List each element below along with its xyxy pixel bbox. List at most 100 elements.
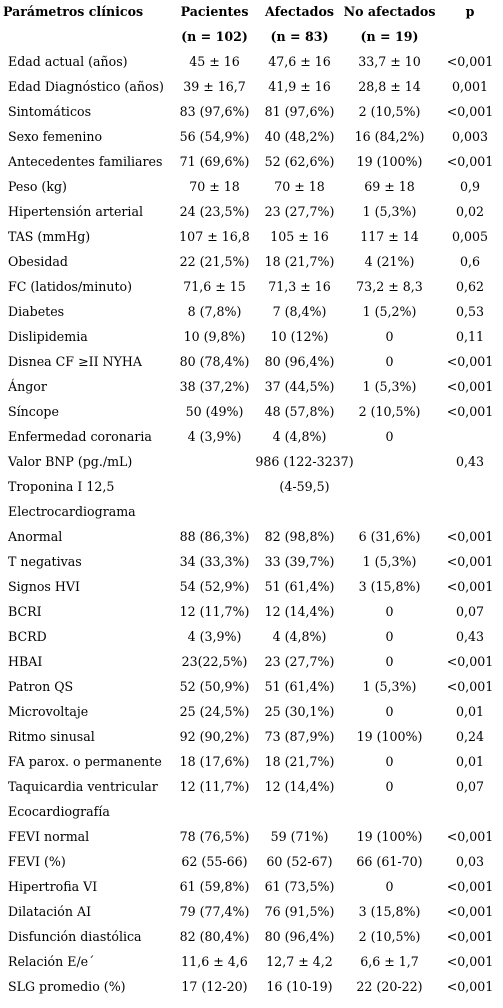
- cell-p-value: 0,62: [455, 279, 485, 294]
- cell-affected: 10 (12%): [270, 329, 329, 344]
- cell-param: T negativas: [8, 554, 82, 569]
- table-row: Dilatación AI 79 (77,4%) 76 (91,5%) 3 (15,8…: [0, 899, 503, 924]
- table-row: Disfunción diastólica 82 (80,4%) 80 (96,4%…: [0, 924, 503, 949]
- cell-affected: 16 (10-19): [266, 979, 333, 994]
- cell-patients: 52 (50,9%): [179, 679, 250, 694]
- cell-patients: 39 ± 16,7: [183, 79, 246, 94]
- cell-param: Hipertensión arterial: [8, 204, 143, 219]
- cell-p-value: 0,003: [451, 129, 489, 144]
- cell-unaffected: 3 (15,8%): [358, 904, 421, 919]
- cell-p-value: 0,02: [455, 204, 485, 219]
- cell-p-value: 0,43: [455, 629, 485, 644]
- cell-affected: 73 (87,9%): [264, 729, 335, 744]
- cell-affected: 81 (97,6%): [264, 104, 335, 119]
- cell-p-value: <0,001: [446, 929, 494, 944]
- table-row: Antecedentes familiares 71 (69,6%) 52 (62,…: [0, 149, 503, 174]
- cell-patients: 92 (90,2%): [179, 729, 250, 744]
- cell-patients: 34 (33,3%): [179, 554, 250, 569]
- cell-affected: 59 (71%): [270, 829, 329, 844]
- cell-combined-value: (4-59,5): [279, 479, 330, 494]
- cell-affected: 40 (48,2%): [264, 129, 335, 144]
- table-body: Edad actual (años) 45 ± 16 47,6 ± 16 33,7 ±…: [0, 49, 503, 999]
- cell-unaffected: 3 (15,8%): [358, 579, 421, 594]
- cell-p-value: 0,07: [455, 604, 485, 619]
- cell-affected: 18 (21,7%): [264, 254, 335, 269]
- cell-p-value: 0,9: [459, 179, 481, 194]
- cell-unaffected: 0: [385, 754, 394, 769]
- header-row-counts: (n = 102) (n = 83) (n = 19): [0, 23, 503, 49]
- cell-param: Signos HVI: [8, 579, 80, 594]
- cell-param: Dilatación AI: [8, 904, 92, 919]
- cell-combined-value: 986 (122-3237): [255, 454, 354, 469]
- table-row: Edad actual (años) 45 ± 16 47,6 ± 16 33,7 ±…: [0, 49, 503, 74]
- cell-param: SLG promedio (%): [8, 979, 126, 994]
- cell-param: Síncope: [8, 404, 59, 419]
- table-row: Obesidad 22 (21,5%) 18 (21,7%) 4 (21%) 0,6: [0, 249, 503, 274]
- cell-affected: 7 (8,4%): [272, 304, 327, 319]
- cell-param: Ángor: [8, 379, 47, 394]
- table-row: Ritmo sinusal 92 (90,2%) 73 (87,9%) 19 (100…: [0, 724, 503, 749]
- cell-unaffected: 28,8 ± 14: [358, 79, 421, 94]
- cell-param: Disnea CF ≥II NYHA: [8, 354, 142, 369]
- table-row: BCRI 12 (11,7%) 12 (14,4%) 0 0,07: [0, 599, 503, 624]
- cell-unaffected: 19 (100%): [356, 154, 423, 169]
- cell-unaffected: 1 (5,3%): [362, 379, 417, 394]
- table-row: Hipertrofia VI 61 (59,8%) 61 (73,5%) 0 <0,00…: [0, 874, 503, 899]
- cell-patients: 71 (69,6%): [179, 154, 250, 169]
- cell-affected: 51 (61,4%): [264, 579, 335, 594]
- cell-p-value: <0,001: [446, 529, 494, 544]
- cell-unaffected: 1 (5,3%): [362, 679, 417, 694]
- table-row: TAS (mmHg) 107 ± 16,8 105 ± 16 117 ± 14 0,00…: [0, 224, 503, 249]
- cell-unaffected: 0: [385, 654, 394, 669]
- section-header-row: Electrocardiograma: [0, 499, 503, 524]
- section-title: Electrocardiograma: [8, 504, 136, 519]
- cell-patients: 22 (21,5%): [179, 254, 250, 269]
- cell-affected: 41,9 ± 16: [268, 79, 331, 94]
- header-empty: [0, 23, 172, 49]
- cell-p-value: <0,001: [446, 879, 494, 894]
- cell-patients: 4 (3,9%): [187, 629, 242, 644]
- cell-param: FEVI normal: [8, 829, 90, 844]
- cell-affected: 23 (27,7%): [264, 654, 335, 669]
- header-patients: Pacientes: [180, 4, 249, 19]
- table-row: Ángor 38 (37,2%) 37 (44,5%) 1 (5,3%) <0,001: [0, 374, 503, 399]
- cell-patients: 107 ± 16,8: [179, 229, 250, 244]
- cell-p-value: [437, 424, 503, 449]
- cell-patients: 83 (97,6%): [179, 104, 250, 119]
- cell-unaffected: 16 (84,2%): [354, 129, 425, 144]
- cell-param: Taquicardia ventricular: [8, 779, 158, 794]
- cell-patients: 79 (77,4%): [179, 904, 250, 919]
- cell-p-value: <0,001: [446, 104, 494, 119]
- cell-p-value: 0,11: [455, 329, 485, 344]
- cell-affected: 12 (14,4%): [264, 604, 335, 619]
- table-row: Diabetes 8 (7,8%) 7 (8,4%) 1 (5,2%) 0,53: [0, 299, 503, 324]
- cell-affected: 47,6 ± 16: [268, 54, 331, 69]
- table-row: SLG promedio (%) 17 (12-20) 16 (10-19) 22 (…: [0, 974, 503, 999]
- cell-p-value: 0,07: [455, 779, 485, 794]
- cell-patients: 24 (23,5%): [179, 204, 250, 219]
- header-parameters: Parámetros clínicos: [3, 4, 144, 19]
- cell-patients: 18 (17,6%): [179, 754, 250, 769]
- table-row: Dislipidemia 10 (9,8%) 10 (12%) 0 0,11: [0, 324, 503, 349]
- table-row: BCRD 4 (3,9%) 4 (4,8%) 0 0,43: [0, 624, 503, 649]
- cell-param: Ritmo sinusal: [8, 729, 95, 744]
- cell-affected: 33 (39,7%): [264, 554, 335, 569]
- header-patients-n: (n = 102): [181, 28, 248, 44]
- cell-affected: 4 (4,8%): [272, 429, 327, 444]
- cell-patients: 12 (11,7%): [179, 604, 250, 619]
- cell-p-value: <0,001: [446, 679, 494, 694]
- table-row: Disnea CF ≥II NYHA 80 (78,4%) 80 (96,4%) 0 <…: [0, 349, 503, 374]
- cell-param: HBAI: [8, 654, 43, 669]
- cell-param: Dislipidemia: [8, 329, 88, 344]
- cell-p-value: 0,6: [459, 254, 481, 269]
- cell-param: Diabetes: [8, 304, 65, 319]
- cell-param: BCRD: [8, 629, 47, 644]
- cell-param: Troponina I 12,5: [8, 479, 115, 494]
- cell-unaffected: 6 (31,6%): [358, 529, 421, 544]
- cell-affected: 48 (57,8%): [264, 404, 335, 419]
- cell-unaffected: 4 (21%): [364, 254, 415, 269]
- cell-unaffected: 2 (10,5%): [358, 929, 421, 944]
- cell-p-value: 0,01: [455, 704, 485, 719]
- table-row: T negativas 34 (33,3%) 33 (39,7%) 1 (5,3%) <…: [0, 549, 503, 574]
